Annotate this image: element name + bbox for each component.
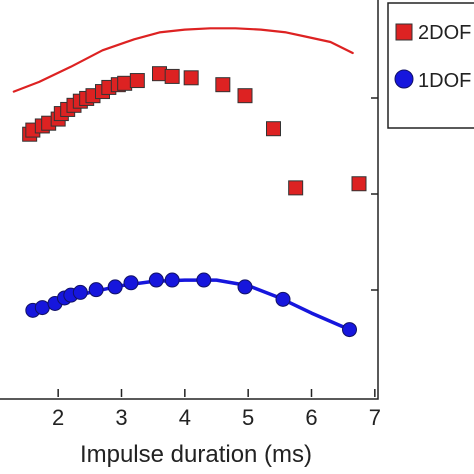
2dof-data-point — [129, 73, 145, 89]
2dof-data-point — [266, 121, 281, 137]
1dof-data-point — [164, 272, 180, 288]
1dof-data-point — [237, 279, 253, 295]
1dof-data-point — [148, 272, 164, 288]
y-axis-ticks — [371, 97, 378, 291]
2dof-data-point — [351, 176, 367, 192]
x-tick-label: 7 — [369, 405, 381, 430]
2dof-model-line — [12, 27, 354, 93]
x-axis-title: Impulse duration (ms) — [80, 441, 312, 468]
2dof-data-point — [215, 77, 231, 93]
x-tick-label: 6 — [305, 405, 317, 430]
legend-1dof-circle-marker — [394, 69, 414, 89]
1dof-data-point — [275, 291, 291, 307]
1dof-data-point — [88, 282, 104, 298]
x-tick-label: 5 — [242, 405, 254, 430]
1dof-data-point — [196, 272, 212, 288]
legend: 2DOF 1DOF — [387, 2, 474, 129]
2dof-data-point — [152, 66, 167, 82]
2dof-data-point — [237, 88, 253, 104]
1dof-data-point — [107, 279, 123, 295]
series-lines — [12, 27, 354, 332]
2dof-data-point — [164, 68, 180, 84]
legend-2dof-square-marker — [395, 23, 413, 41]
2dof-data-point — [288, 180, 304, 196]
2dof-data-point — [183, 70, 199, 86]
1dof-data-point — [123, 275, 139, 291]
x-axis-ticks: 2 3 4 5 6 7 — [52, 389, 381, 430]
legend-2dof-label: 2DOF — [418, 22, 471, 44]
1dof-data-point — [342, 322, 357, 338]
plot-frame — [0, 0, 379, 400]
x-tick-label: 3 — [115, 405, 127, 430]
x-tick-label: 4 — [179, 405, 191, 430]
x-tick-label: 2 — [52, 405, 64, 430]
series-markers — [22, 66, 367, 338]
2dof-data-point — [117, 75, 133, 91]
legend-1dof-label: 1DOF — [418, 70, 471, 92]
1dof-data-point — [72, 284, 88, 300]
1dof-data-point — [34, 300, 50, 316]
